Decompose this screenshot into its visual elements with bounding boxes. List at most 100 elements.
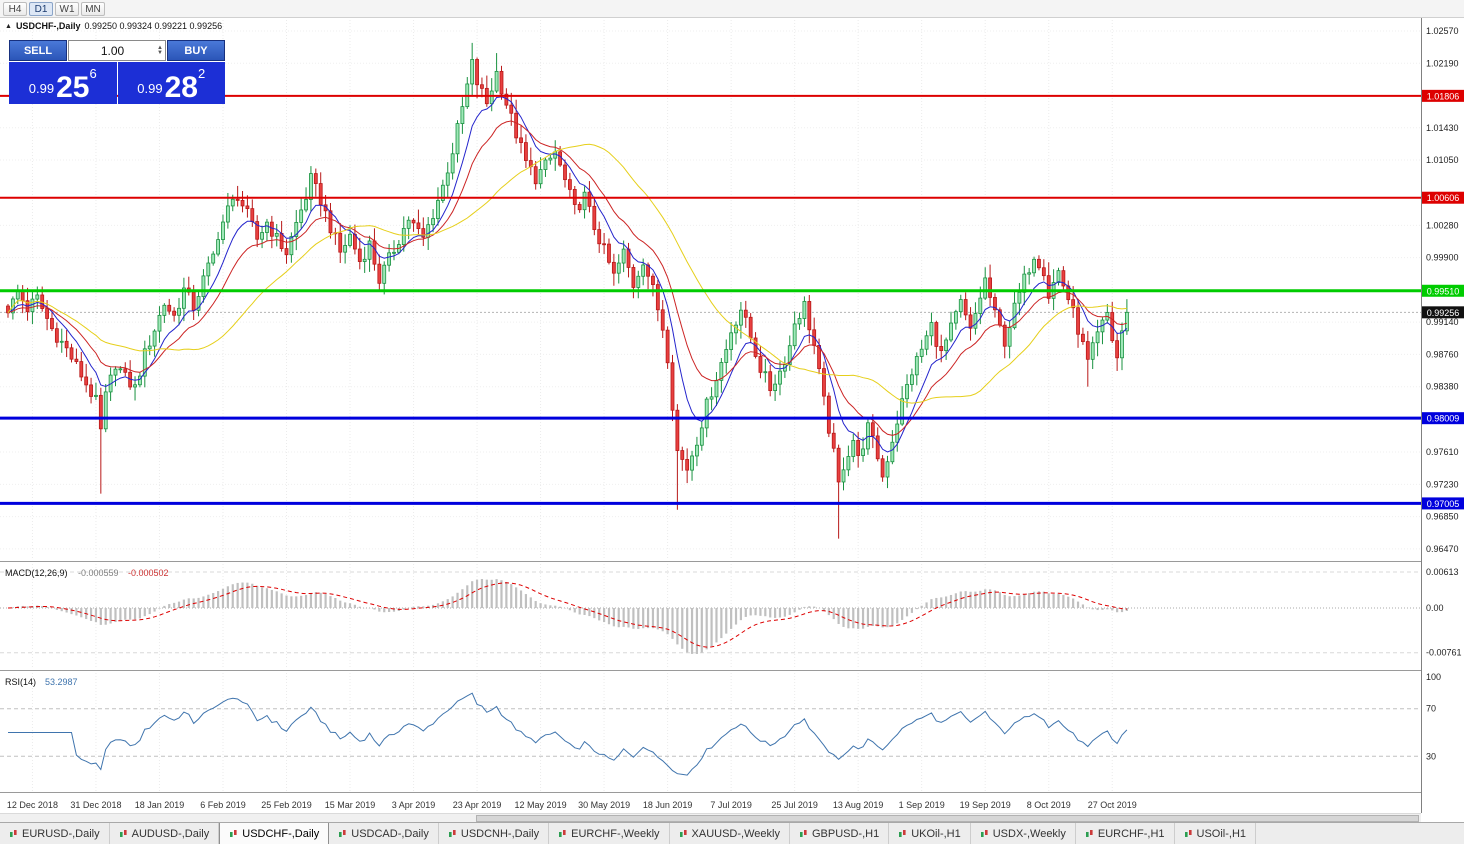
svg-text:0.98760: 0.98760 (1426, 349, 1459, 359)
chart-tab-icon (980, 829, 988, 837)
buy-price-display[interactable]: 0.99 28 2 (117, 62, 225, 104)
tab-label: UKOil-,H1 (911, 827, 961, 840)
buy-button[interactable]: BUY (167, 40, 225, 61)
svg-text:8 Oct 2019: 8 Oct 2019 (1027, 800, 1071, 810)
buy-price-big: 28 (164, 70, 198, 104)
svg-text:0.99140: 0.99140 (1426, 317, 1459, 327)
timeframe-mn[interactable]: MN (81, 1, 105, 16)
svg-text:12 Dec 2018: 12 Dec 2018 (7, 800, 58, 810)
tab-eurusd-daily[interactable]: EURUSD-,Daily (0, 823, 110, 844)
sell-price-big: 25 (56, 70, 90, 104)
chart-tab-icon (230, 829, 237, 837)
tab-eurchf-h1[interactable]: EURCHF-,H1 (1076, 823, 1175, 844)
svg-text:RSI(14): RSI(14) (5, 677, 36, 687)
tab-usdx-weekly[interactable]: USDX-,Weekly (971, 823, 1076, 844)
svg-text:0.98009: 0.98009 (1427, 414, 1460, 424)
tab-usdchf-daily[interactable]: USDCHF-,Daily (219, 823, 330, 844)
svg-text:30 May 2019: 30 May 2019 (578, 800, 630, 810)
svg-text:1.01806: 1.01806 (1427, 91, 1460, 101)
date-axis[interactable]: 12 Dec 2018 31 Dec 2018 18 Jan 2019 6 Feb 2… (7, 800, 1137, 810)
svg-text:6 Feb 2019: 6 Feb 2019 (200, 800, 246, 810)
chart-tab-icon (1085, 829, 1093, 837)
tab-gbpusd-h1[interactable]: GBPUSD-,H1 (790, 823, 890, 844)
svg-text:100: 100 (1426, 672, 1441, 682)
svg-text:19 Sep 2019: 19 Sep 2019 (960, 800, 1011, 810)
chart-tab-bar: EURUSD-,Daily AUDUSD-,Daily USDCHF-,Daily U… (0, 822, 1464, 844)
svg-text:0.97610: 0.97610 (1426, 447, 1459, 457)
sell-price-sup: 6 (89, 66, 97, 81)
tab-label: EURUSD-,Daily (22, 827, 100, 840)
sell-price-display[interactable]: 0.99 25 6 (9, 62, 117, 104)
svg-text:0.00613: 0.00613 (1426, 567, 1459, 577)
svg-text:1.00280: 1.00280 (1426, 220, 1459, 230)
tab-eurchf-weekly[interactable]: EURCHF-,Weekly (549, 823, 670, 844)
svg-text:0.99900: 0.99900 (1426, 253, 1459, 263)
rsi-pane: RSI(14) 53.2987 (0, 677, 1422, 776)
buy-price-sup: 2 (197, 66, 206, 81)
svg-text:7 Jul 2019: 7 Jul 2019 (710, 800, 752, 810)
volume-value: 1.00 (100, 43, 125, 58)
svg-text:0.96850: 0.96850 (1426, 512, 1459, 522)
triangle-up-icon[interactable]: ▲ (5, 22, 12, 30)
price-axis[interactable]: 1.02570 1.02190 1.01430 1.01050 1.00280 0.999… (1421, 18, 1464, 813)
chart-tab-icon (799, 829, 807, 837)
svg-text:15 Mar 2019: 15 Mar 2019 (325, 800, 376, 810)
svg-text:13 Aug 2019: 13 Aug 2019 (833, 800, 884, 810)
svg-text:53.2987: 53.2987 (45, 677, 78, 687)
tab-label: USDCAD-,Daily (351, 827, 429, 840)
trade-panel-prices: 0.99 25 6 0.99 28 2 (9, 62, 225, 104)
svg-text:-0.000559: -0.000559 (78, 568, 119, 578)
chart-tab-icon (1184, 829, 1192, 837)
svg-text:0.96470: 0.96470 (1426, 544, 1459, 554)
sell-button[interactable]: SELL (9, 40, 67, 61)
candlestick-layer (6, 42, 1129, 539)
chart-canvas[interactable]: MACD(12,26,9) -0.000559 -0.000502 RSI(14) 5… (0, 0, 1464, 822)
svg-text:1.02570: 1.02570 (1426, 26, 1459, 36)
scrollbar-thumb[interactable] (476, 815, 1419, 822)
timeframe-d1[interactable]: D1 (29, 1, 53, 16)
svg-text:1.01050: 1.01050 (1426, 155, 1459, 165)
svg-text:70: 70 (1426, 704, 1436, 714)
svg-text:0.99256: 0.99256 (1427, 308, 1460, 318)
tab-xauusd-weekly[interactable]: XAUUSD-,Weekly (670, 823, 790, 844)
tab-label: EURCHF-,H1 (1097, 827, 1165, 840)
chart-tab-icon (10, 829, 17, 837)
tab-label: GBPUSD-,H1 (811, 827, 880, 840)
tab-ukoil-h1[interactable]: UKOil-,H1 (889, 823, 971, 844)
macd-pane: MACD(12,26,9) -0.000559 -0.000502 (0, 568, 1422, 654)
svg-text:1.00606: 1.00606 (1427, 193, 1460, 203)
timeframe-h4[interactable]: H4 (3, 1, 27, 16)
ohlc-values: 0.99250 0.99324 0.99221 0.99256 (84, 21, 223, 31)
tab-usoil-h1[interactable]: USOil-,H1 (1175, 823, 1257, 844)
horizontal-scrollbar[interactable] (0, 813, 1421, 822)
symbol-title: USDCHF-,Daily (15, 21, 81, 31)
svg-text:18 Jan 2019: 18 Jan 2019 (135, 800, 185, 810)
buy-price-small: 0.99 (137, 81, 163, 96)
svg-text:0.98380: 0.98380 (1426, 382, 1459, 392)
svg-text:31 Dec 2018: 31 Dec 2018 (70, 800, 121, 810)
tab-label: USOil-,H1 (1196, 827, 1247, 840)
volume-spinner-icon[interactable]: ▲ ▼ (157, 44, 163, 56)
svg-text:0.97005: 0.97005 (1427, 499, 1460, 509)
chart-tab-icon (448, 829, 456, 837)
grid-layer (0, 20, 1422, 792)
timeframe-w1[interactable]: W1 (55, 1, 79, 16)
one-click-trading-panel: SELL 1.00 ▲ ▼ BUY 0.99 25 6 0.99 28 2 (9, 40, 225, 104)
pane-separators (0, 18, 1464, 813)
sell-price-small: 0.99 (28, 81, 55, 96)
horizontal-level-lines[interactable] (0, 94, 1422, 505)
chart-tab-icon (679, 829, 687, 837)
tab-usdcnh-daily[interactable]: USDCNH-,Daily (439, 823, 550, 844)
tab-usdcad-daily[interactable]: USDCAD-,Daily (329, 823, 439, 844)
tab-label: USDX-,Weekly (992, 827, 1066, 840)
chart-tab-icon (559, 829, 566, 837)
svg-text:1.01430: 1.01430 (1426, 123, 1459, 133)
svg-text:1.02190: 1.02190 (1426, 58, 1459, 68)
svg-text:25 Feb 2019: 25 Feb 2019 (261, 800, 312, 810)
tab-audusd-daily[interactable]: AUDUSD-,Daily (110, 823, 220, 844)
volume-field[interactable]: 1.00 ▲ ▼ (68, 40, 166, 61)
tab-label: USDCHF-,Daily (242, 827, 320, 840)
svg-text:0.00: 0.00 (1426, 603, 1444, 613)
svg-text:12 May 2019: 12 May 2019 (515, 800, 567, 810)
